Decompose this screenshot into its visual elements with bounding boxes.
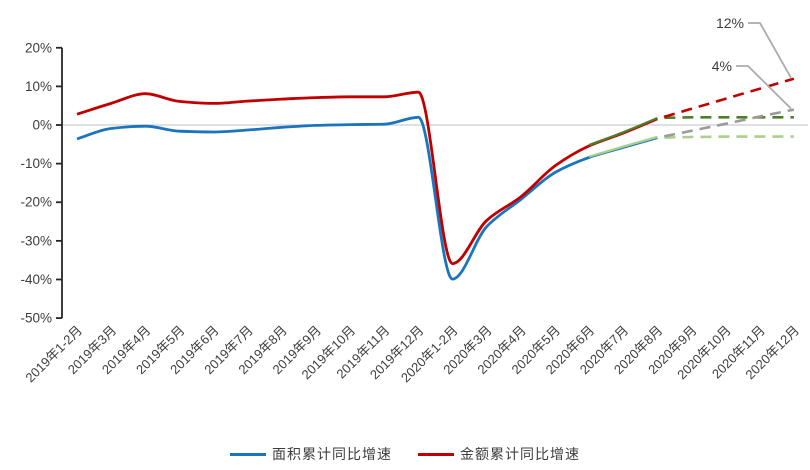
y-axis-label: 20% xyxy=(25,40,52,55)
y-axis-label: -20% xyxy=(20,195,52,210)
annotation-4-percent: 4% xyxy=(712,58,732,74)
series-amount-actual xyxy=(76,90,658,266)
y-axis-label: -30% xyxy=(20,233,52,248)
y-axis-label: 0% xyxy=(32,118,52,133)
legend-item-area: 面积累计同比增速 xyxy=(230,444,392,464)
legend-swatch-area xyxy=(230,452,266,456)
y-axis-label: -40% xyxy=(20,272,52,287)
legend-label-area: 面积累计同比增速 xyxy=(272,446,392,462)
series-amount-scenario-solid xyxy=(588,116,658,147)
series-area-forecast-flat xyxy=(657,135,794,139)
callout-line-4 xyxy=(736,65,792,110)
legend-label-amount: 金额累计同比增速 xyxy=(460,446,580,462)
y-axis-label: -50% xyxy=(20,311,52,326)
series-area-forecast-high xyxy=(657,108,795,139)
series-area-scenario-solid xyxy=(588,135,658,158)
y-axis-label: -10% xyxy=(20,156,52,171)
series-amount-forecast-high xyxy=(657,77,795,121)
series-area-actual xyxy=(76,115,658,281)
annotation-12-percent: 12% xyxy=(716,15,744,31)
series-amount-forecast-flat xyxy=(657,116,794,120)
y-axis-label: 10% xyxy=(25,79,52,94)
legend-swatch-amount xyxy=(418,452,454,456)
callout-line-12 xyxy=(748,22,792,79)
legend: 面积累计同比增速 金额累计同比增速 xyxy=(0,443,810,465)
legend-item-amount: 金额累计同比增速 xyxy=(418,444,580,464)
